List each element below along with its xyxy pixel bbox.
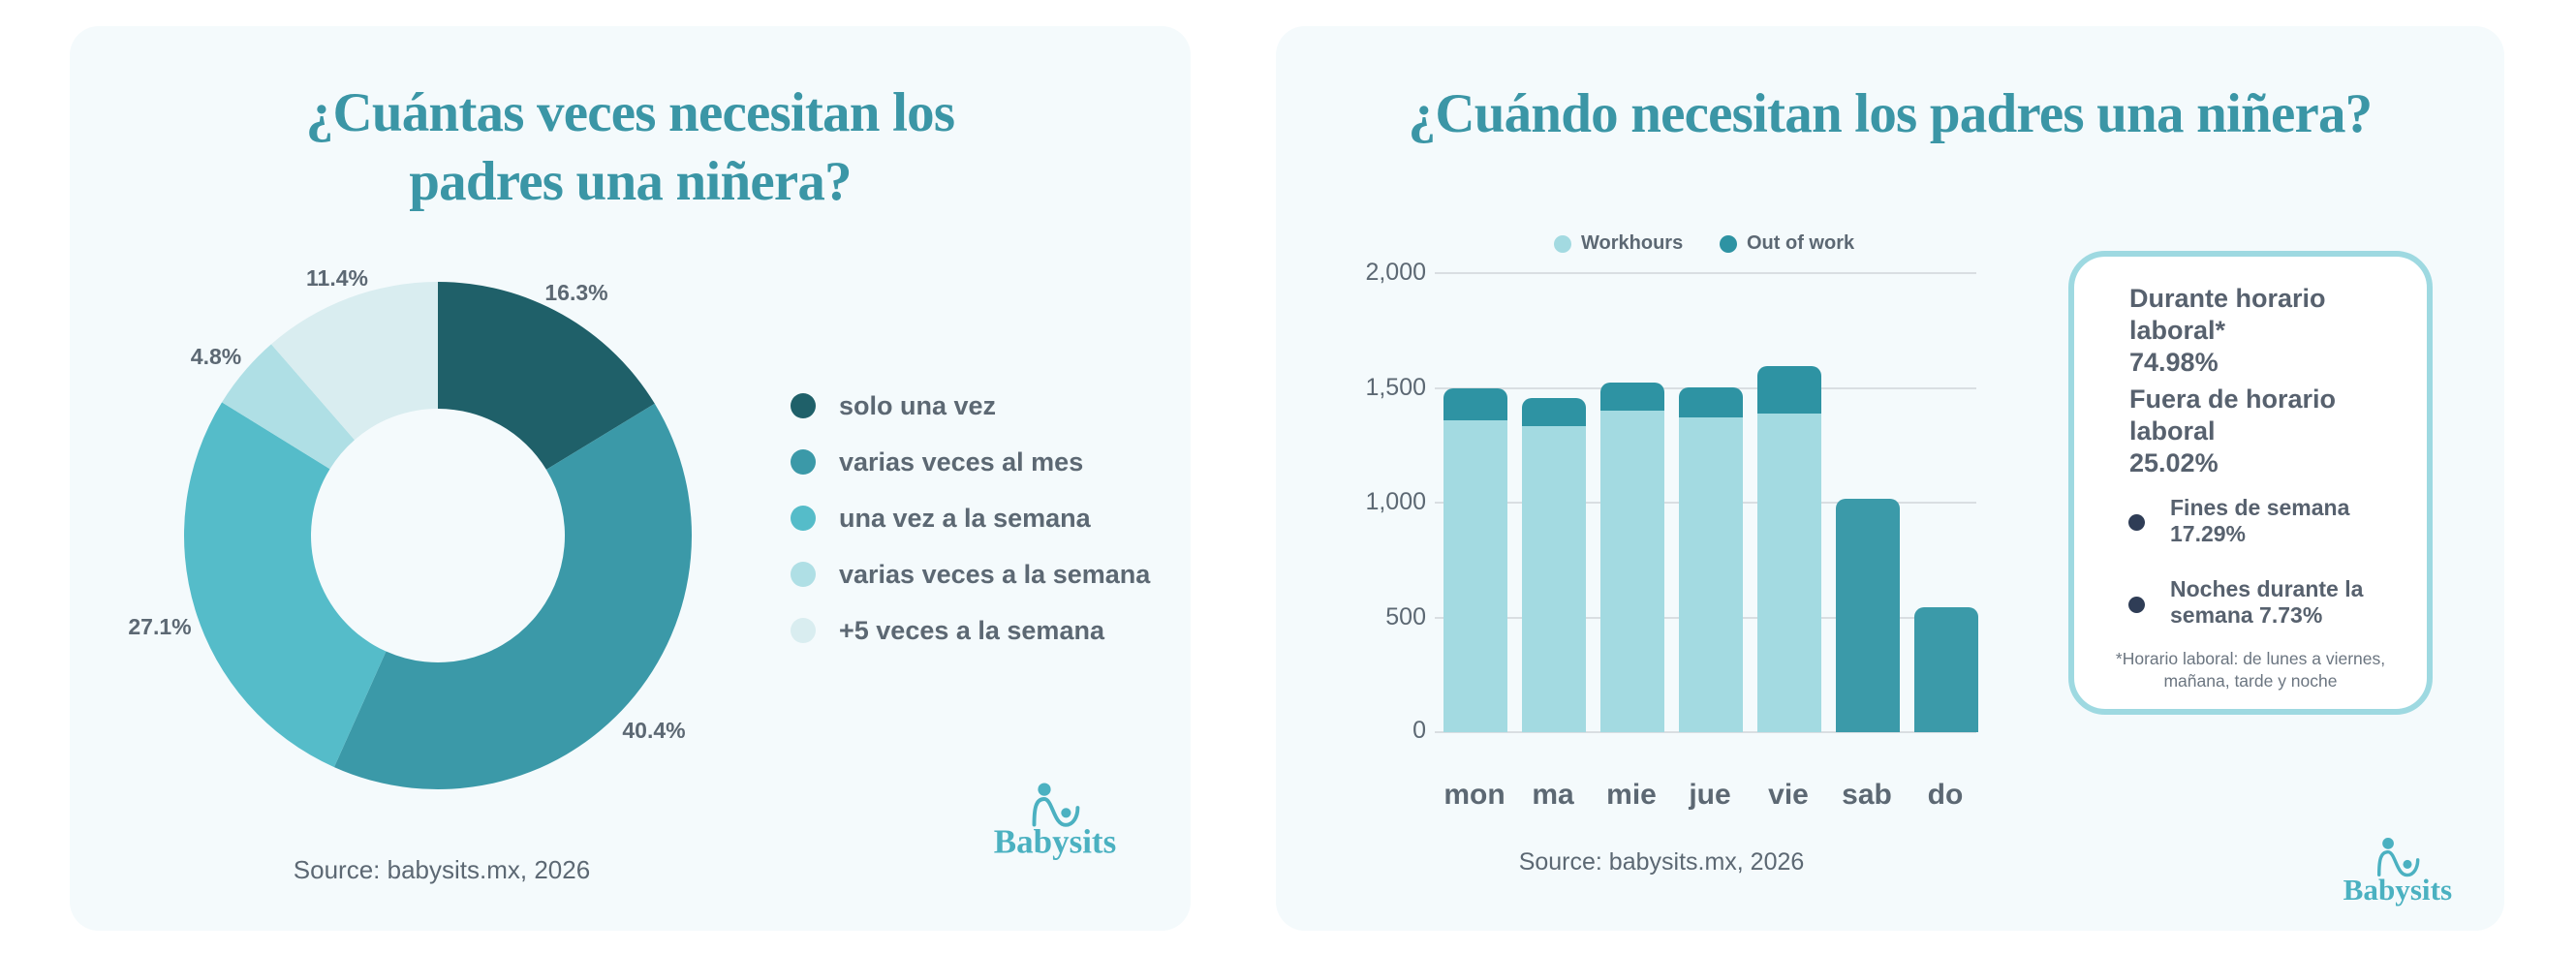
svg-text:Babysits: Babysits (994, 823, 1116, 861)
svg-text:Babysits: Babysits (2343, 873, 2452, 907)
